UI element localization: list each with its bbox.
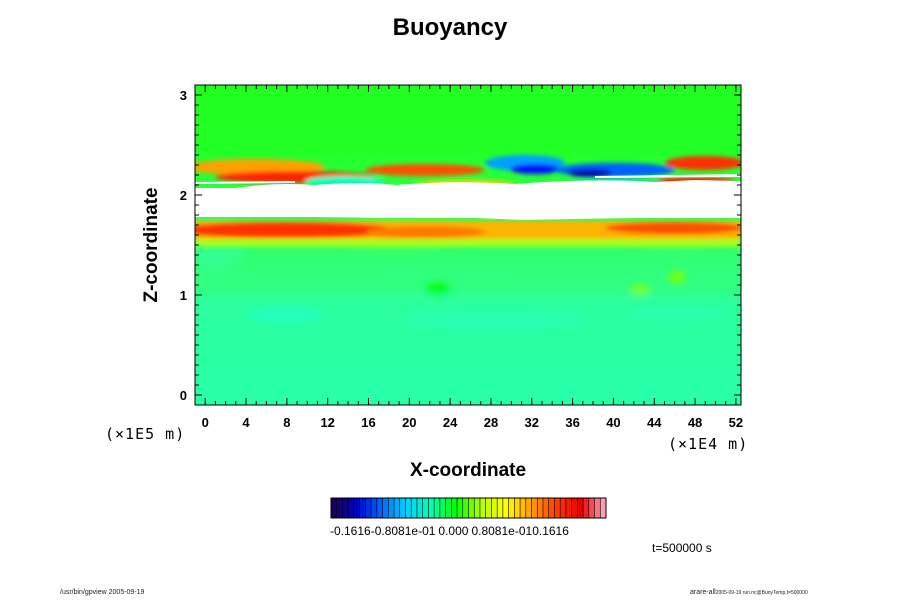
- colorbar-swatch: [428, 498, 435, 518]
- y-tick-label: 0: [180, 388, 187, 403]
- colorbar-label: -0.1616: [330, 524, 371, 538]
- colorbar-swatch: [508, 498, 515, 518]
- y-tick-label: 2: [180, 188, 187, 203]
- colorbar-swatch: [542, 498, 550, 518]
- colorbar-swatch: [565, 498, 572, 518]
- x-tick-label: 44: [647, 415, 662, 430]
- x-tick-label: 28: [484, 415, 498, 430]
- colorbar-label: 0.1616: [532, 524, 569, 538]
- colorbar-swatch: [394, 498, 401, 518]
- y-axis-unit: (×1E5 m): [105, 425, 186, 443]
- colorbar-label: -0.8081e-01: [370, 524, 436, 538]
- colorbar-swatch: [554, 498, 561, 518]
- colorbar-swatch: [514, 498, 521, 518]
- colorbar-swatch: [411, 498, 418, 518]
- colorbar-swatch: [353, 498, 360, 518]
- x-tick-label: 24: [443, 415, 458, 430]
- y-tick-label: 1: [180, 288, 187, 303]
- colorbar-swatch: [376, 498, 383, 518]
- plot-frame: [194, 84, 742, 406]
- colorbar-swatch: [600, 498, 607, 518]
- colorbar-swatch: [336, 498, 343, 518]
- colorbar-frame: [330, 497, 607, 519]
- colorbar-swatch: [520, 498, 527, 518]
- colorbar-swatch: [491, 498, 498, 518]
- colorbar-swatch: [531, 498, 538, 518]
- colorbar-swatch: [371, 498, 378, 518]
- colorbar-swatch: [468, 498, 475, 518]
- colorbar-swatch: [405, 498, 412, 518]
- colorbar-swatch: [583, 498, 590, 518]
- buoyancy-field: [195, 85, 741, 405]
- colorbar-labels: -0.1616-0.8081e-01 0.000 0.8081e-010.1616: [330, 524, 569, 538]
- chart-title: Buoyancy: [392, 14, 508, 41]
- colorbar-swatch: [525, 498, 532, 518]
- colorbar-swatch: [382, 498, 389, 518]
- colorbar-swatch: [457, 498, 464, 518]
- colorbar-swatch: [479, 498, 486, 518]
- footer-program-date: /usr/bin/gpview 2005-09-19: [60, 589, 145, 596]
- colorbar-swatch: [342, 498, 349, 518]
- y-ticks: 0 1 2 3: [180, 88, 741, 403]
- colorbar-swatch: [331, 498, 338, 518]
- colorbar-swatch: [474, 498, 481, 518]
- colorbar: [330, 497, 607, 519]
- colorbar-swatch: [348, 498, 355, 518]
- x-ticks: 0 4 8 12 16 20 24 28 32 36 40 44 48 52: [194, 85, 743, 430]
- footer-source-main: arare-all: [690, 589, 716, 596]
- colorbar-swatch: [359, 498, 366, 518]
- x-axis-unit: (×1E4 m): [668, 435, 749, 453]
- colorbar-swatch: [594, 498, 601, 518]
- x-tick-label: 20: [402, 415, 416, 430]
- time-label: t=500000 s: [652, 541, 712, 555]
- x-tick-label: 36: [565, 415, 579, 430]
- colorbar-swatch: [497, 498, 504, 518]
- y-tick-label: 3: [180, 88, 187, 103]
- colorbar-swatch: [571, 498, 578, 518]
- x-tick-label: 52: [729, 415, 743, 430]
- field-positive-layer: [195, 221, 741, 247]
- colorbar-swatch: [588, 498, 595, 518]
- colorbar-swatch: [445, 498, 452, 518]
- colorbar-label: 0.8081e-01: [471, 524, 533, 538]
- x-tick-label: 16: [361, 415, 375, 430]
- colorbar-swatch: [577, 498, 584, 518]
- colorbar-swatch: [485, 498, 492, 518]
- colorbar-swatch: [462, 498, 469, 518]
- x-tick-label: 32: [525, 415, 539, 430]
- colorbar-swatch: [537, 498, 544, 518]
- colorbar-swatch: [388, 498, 395, 518]
- x-tick-label: 40: [606, 415, 620, 430]
- footer-source-detail: 2005-09-19 run.nc@BuoyTemp,t=500000: [715, 590, 808, 596]
- colorbar-swatch: [439, 498, 446, 518]
- colorbar-swatch: [365, 498, 372, 518]
- colorbar-swatch: [451, 498, 458, 518]
- colorbar-swatch: [560, 498, 567, 518]
- footer-source: arare-all2005-09-19 run.nc@BuoyTemp,t=50…: [690, 589, 808, 596]
- colorbar-swatch: [416, 498, 423, 518]
- colorbar-swatch: [399, 498, 406, 518]
- colorbar-swatch: [502, 498, 509, 518]
- x-tick-label: 4: [242, 415, 250, 430]
- x-tick-label: 48: [688, 415, 702, 430]
- x-tick-label: 12: [320, 415, 334, 430]
- colorbar-swatch: [422, 498, 429, 518]
- x-tick-label: 8: [283, 415, 290, 430]
- colorbar-swatch: [548, 498, 555, 518]
- colorbar-label: 0.000: [438, 524, 469, 538]
- x-tick-label: 0: [202, 415, 209, 430]
- field-missing-band: [195, 174, 741, 220]
- colorbar-swatch: [434, 498, 441, 518]
- x-axis-label: X-coordinate: [409, 460, 527, 481]
